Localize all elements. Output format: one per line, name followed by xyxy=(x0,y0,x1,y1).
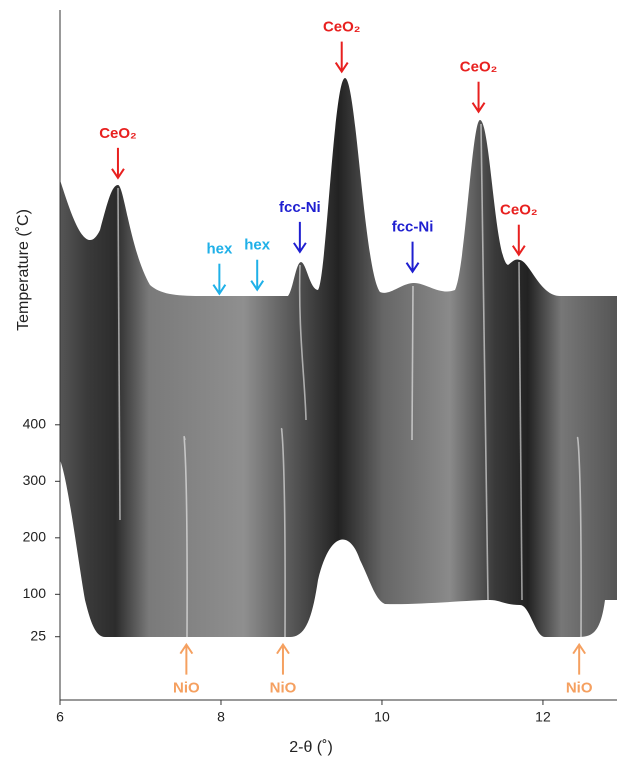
annotation-label: hex xyxy=(206,241,233,258)
annotation-arrow xyxy=(405,241,420,274)
annotation-arrow xyxy=(334,41,349,74)
annotation-arrow xyxy=(572,642,587,675)
arrow-head xyxy=(179,642,194,655)
y-tick-label: 200 xyxy=(23,529,47,545)
arrow-head xyxy=(334,62,349,74)
annotation-arrow xyxy=(250,259,265,292)
y-tick-label: 400 xyxy=(23,415,47,431)
y-axis-title: Temperature (˚C) xyxy=(15,209,32,331)
arrow-head xyxy=(405,262,420,274)
annotation-label: fcc-Ni xyxy=(279,199,321,216)
annotation-label: CeO₂ xyxy=(99,125,137,142)
x-tick-label: 10 xyxy=(374,709,390,725)
arrow-head xyxy=(471,102,486,114)
arrow-head xyxy=(511,245,526,257)
arrow-head xyxy=(572,642,587,655)
annotation-label: NiO xyxy=(566,680,593,697)
x-axis-title: 2-θ (˚) xyxy=(289,739,333,756)
arrow-head xyxy=(111,168,125,180)
annotation-label: CeO₂ xyxy=(500,202,538,219)
annotation-arrow xyxy=(276,642,290,675)
annotation-label: NiO xyxy=(173,680,200,697)
y-tick-label: 25 xyxy=(30,627,46,643)
arrow-head xyxy=(293,242,307,254)
y-tick-label: 100 xyxy=(23,585,47,601)
annotation-arrow xyxy=(511,224,526,257)
annotation-label: NiO xyxy=(270,680,297,697)
annotation-arrow xyxy=(179,642,194,675)
arrow-head xyxy=(212,284,227,296)
annotation-arrow xyxy=(471,81,486,114)
annotation-arrow xyxy=(111,147,125,180)
x-tick-label: 6 xyxy=(56,709,64,725)
annotation-arrow xyxy=(293,221,307,254)
annotation-label: CeO₂ xyxy=(323,19,361,36)
y-tick-label: 300 xyxy=(23,472,47,488)
arrow-head xyxy=(250,280,265,292)
annotation-label: fcc-Ni xyxy=(392,219,434,236)
arrow-head xyxy=(276,642,290,655)
x-tick-label: 8 xyxy=(217,709,225,725)
annotation-arrow xyxy=(212,263,227,296)
annotation-label: CeO₂ xyxy=(460,59,498,76)
surface xyxy=(60,78,617,638)
annotation-label: hex xyxy=(244,237,271,254)
x-tick-label: 12 xyxy=(535,709,551,725)
